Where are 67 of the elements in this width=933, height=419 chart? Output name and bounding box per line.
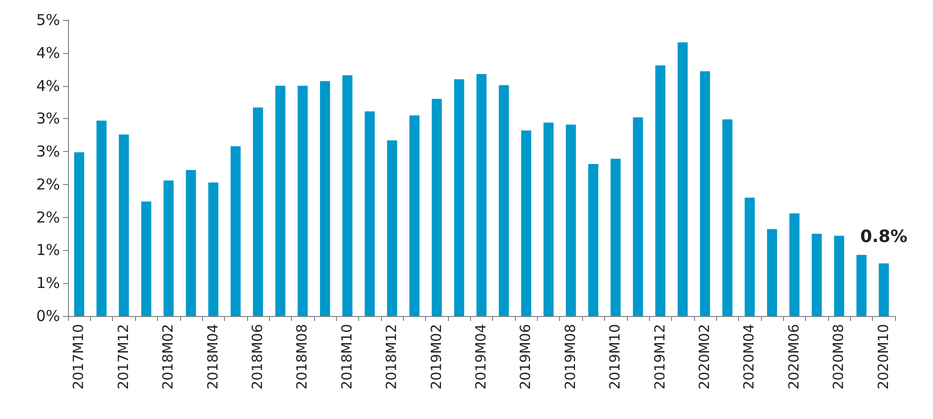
bar — [722, 119, 732, 316]
bar — [744, 198, 755, 316]
bar — [342, 75, 352, 316]
y-tick-label: 2% — [36, 208, 60, 226]
x-tick-label: 2018M10 — [339, 324, 356, 390]
bar — [498, 85, 509, 316]
bar — [789, 213, 800, 316]
x-tick-label: 2017M12 — [116, 324, 132, 390]
bar — [364, 111, 375, 316]
bar — [566, 124, 576, 316]
x-tick-label: 2019M12 — [652, 324, 668, 390]
x-tick-label: 2019M08 — [562, 324, 579, 390]
annotation: 0.8% — [860, 226, 908, 247]
y-tick-label: 5% — [36, 11, 60, 29]
bar — [544, 122, 554, 316]
y-tick-label: 2% — [36, 175, 60, 194]
bar — [878, 263, 889, 316]
bar — [74, 152, 84, 316]
bar — [521, 130, 532, 316]
bar — [812, 234, 822, 316]
bar — [320, 81, 330, 316]
bar — [632, 117, 643, 316]
y-tick-label: 4% — [36, 44, 60, 62]
x-tick-label: 2018M12 — [384, 324, 400, 390]
bar — [588, 164, 598, 316]
bar — [141, 202, 152, 316]
bar — [275, 86, 286, 316]
bar — [164, 180, 174, 316]
bar — [476, 74, 487, 316]
x-tick-label: 2018M08 — [294, 324, 311, 390]
bar — [856, 254, 866, 316]
bar — [208, 182, 218, 316]
x-tick-label: 2017M10 — [71, 324, 88, 390]
x-tick-label: 2020M10 — [876, 324, 892, 390]
x-tick-label: 2018M02 — [160, 324, 177, 390]
bar — [96, 120, 107, 316]
bar — [387, 140, 398, 316]
bar — [610, 158, 621, 316]
bar — [230, 146, 241, 316]
bar — [409, 115, 420, 316]
x-tick-label: 2020M02 — [697, 324, 714, 390]
bar — [298, 86, 308, 316]
x-tick-label: 2019M06 — [518, 324, 534, 390]
bar — [454, 79, 464, 316]
x-tick-label: 2018M06 — [250, 324, 266, 390]
bar — [678, 42, 688, 316]
x-tick-label: 2019M04 — [474, 324, 490, 390]
bar — [834, 236, 844, 316]
bar — [655, 65, 666, 316]
y-tick-label: 0% — [36, 307, 60, 325]
x-tick-label: 2019M02 — [428, 324, 445, 390]
y-tick-label: 3% — [36, 142, 60, 161]
bar — [767, 229, 778, 316]
bar — [432, 98, 442, 316]
x-tick-label: 2018M04 — [205, 324, 222, 390]
bar — [700, 71, 710, 316]
y-tick-label: 1% — [36, 274, 60, 292]
x-tick-label: 2020M06 — [786, 324, 802, 390]
y-tick-label: 1% — [36, 241, 60, 260]
bar — [186, 170, 196, 316]
x-tick-label: 2019M10 — [608, 324, 624, 390]
bar — [252, 107, 264, 316]
x-tick-label: 2020M08 — [831, 324, 848, 390]
y-tick-label: 4% — [36, 76, 60, 95]
x-tick-label: 2020M04 — [742, 324, 758, 390]
y-tick-label: 3% — [36, 110, 60, 128]
bar — [118, 134, 129, 316]
